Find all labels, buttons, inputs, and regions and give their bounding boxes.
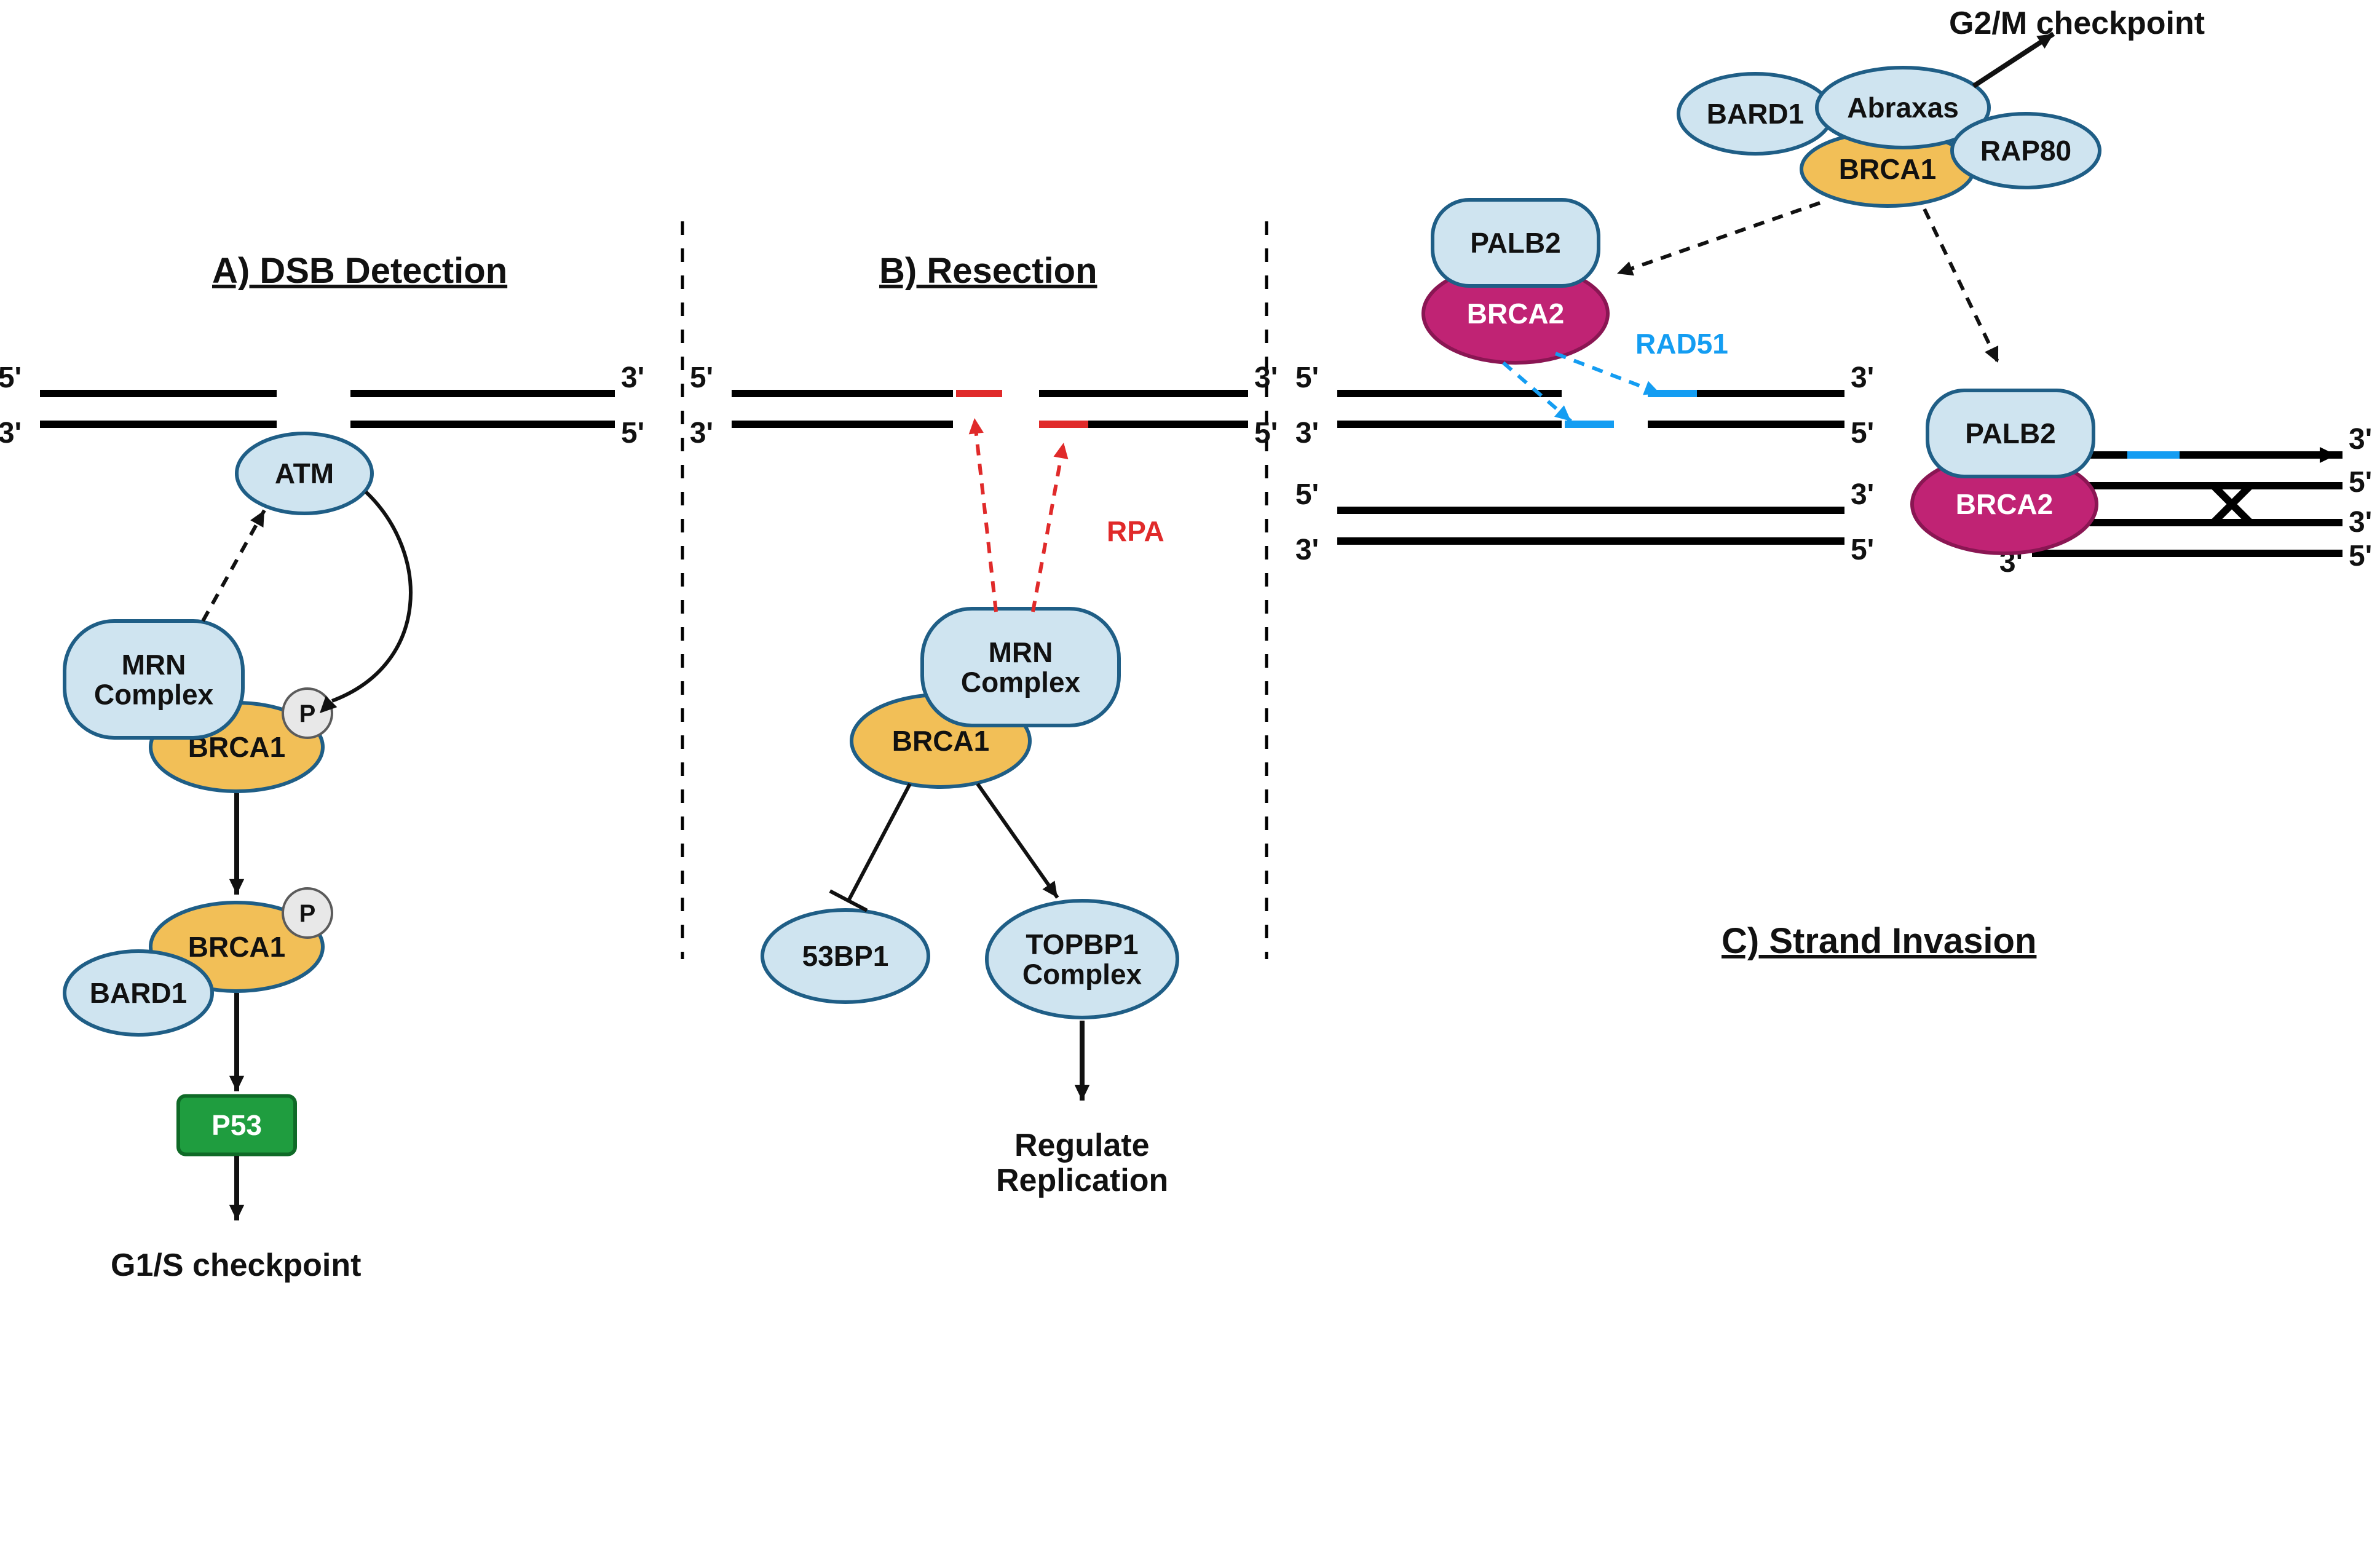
mrn-a-node-label: Complex (94, 678, 214, 710)
rap80-node-label: RAP80 (1980, 135, 2071, 167)
mrn-a-node-label: MRN (122, 649, 186, 681)
arrow-head-icon (2320, 447, 2336, 463)
phospho-2-node-label: P (299, 900, 316, 927)
dna-end-label: 5' (1851, 417, 1874, 449)
brca1c-to-right-arrow (1924, 209, 1998, 363)
panel-a-title: A) DSB Detection (212, 251, 507, 291)
dna-end-label: 3' (1295, 417, 1319, 449)
dna-end-label: 3' (1851, 478, 1874, 511)
dna-end-label: 5' (1851, 534, 1874, 566)
brca2-2-node-label: BRCA2 (1956, 488, 2053, 520)
dna-end-label: 3' (1254, 362, 1278, 394)
phospho-1-node-label: P (299, 700, 316, 727)
dna-end-label: 5' (1254, 417, 1278, 449)
brca1-c-node-label: BRCA1 (1839, 153, 1936, 185)
dna-end-label: 5' (690, 362, 713, 394)
arrow-head-icon (1054, 443, 1069, 459)
arrow-head-icon (1985, 346, 1998, 363)
arrow-head-icon (1043, 880, 1058, 898)
dna-end-label: 3' (690, 417, 713, 449)
rad51-label: RAD51 (1635, 328, 1728, 360)
arrow-head-icon (1643, 381, 1660, 395)
bard1-a-node-label: BARD1 (90, 977, 187, 1009)
brca1-b-node-label: BRCA1 (892, 725, 989, 757)
dna-end-label: 3' (621, 362, 644, 394)
mrn-to-atm-arrow (203, 510, 264, 621)
dna-end-label: 5' (0, 362, 22, 394)
dna-end-label: 3' (1295, 534, 1319, 566)
topbp1-node-label: Complex (1022, 958, 1142, 990)
arrow-head-icon (250, 510, 264, 528)
arrow-head-icon (229, 879, 244, 895)
dna-end-label: 3' (2349, 423, 2372, 456)
atm-node-label: ATM (275, 457, 334, 489)
panel-b-title: B) Resection (879, 251, 1097, 291)
dna-end-label: 5' (2349, 466, 2372, 499)
dna-end-label: 5' (1295, 362, 1319, 394)
arrow-head-icon (969, 418, 984, 434)
atm-to-brca1-arrow (332, 492, 411, 701)
rpa-right-arrow (1033, 443, 1064, 612)
mrn-b-node-label: MRN (989, 636, 1053, 668)
brca2-1-node-label: BRCA2 (1467, 298, 1564, 330)
brca1-inhibit-53bp1 (848, 784, 910, 901)
palb2-2-node-label: PALB2 (1965, 417, 2055, 449)
inhibition-bar-icon (830, 891, 867, 911)
brca1-to-topbp1-arrow (978, 784, 1058, 898)
dna-end-label: 3' (1851, 362, 1874, 394)
rpa-left-arrow (975, 418, 996, 612)
arrow-head-icon (229, 1205, 244, 1220)
arrow-head-icon (229, 1076, 244, 1091)
replication-label: Replication (996, 1163, 1168, 1198)
bard1-c-node-label: BARD1 (1707, 98, 1804, 130)
arrow-head-icon (1617, 261, 1634, 275)
g2m-checkpoint-label: G2/M checkpoint (1949, 6, 2205, 41)
palb2-1-node-label: PALB2 (1470, 227, 1560, 259)
dna-end-label: 5' (1295, 478, 1319, 511)
g1s-checkpoint-label: G1/S checkpoint (111, 1247, 361, 1283)
arrow-head-icon (1075, 1085, 1089, 1101)
rpa-label: RPA (1107, 515, 1164, 547)
dna-end-label: 3' (2349, 506, 2372, 539)
mrn-b-node-label: Complex (961, 666, 1081, 698)
dna-end-label: 3' (0, 417, 22, 449)
dna-end-label: 5' (2349, 540, 2372, 572)
abraxas-node-label: Abraxas (1847, 92, 1959, 124)
topbp1-node-label: TOPBP1 (1026, 928, 1138, 960)
brca1c-to-palb2-arrow (1617, 203, 1820, 274)
bp53-node-label: 53BP1 (802, 940, 889, 972)
dna-end-label: 5' (621, 417, 644, 449)
panel-c-title: C) Strand Invasion (1722, 921, 2036, 961)
brca1-a2-node-label: BRCA1 (188, 931, 285, 963)
p53-node-label: P53 (212, 1109, 262, 1141)
regulate-label: Regulate (1014, 1128, 1150, 1163)
